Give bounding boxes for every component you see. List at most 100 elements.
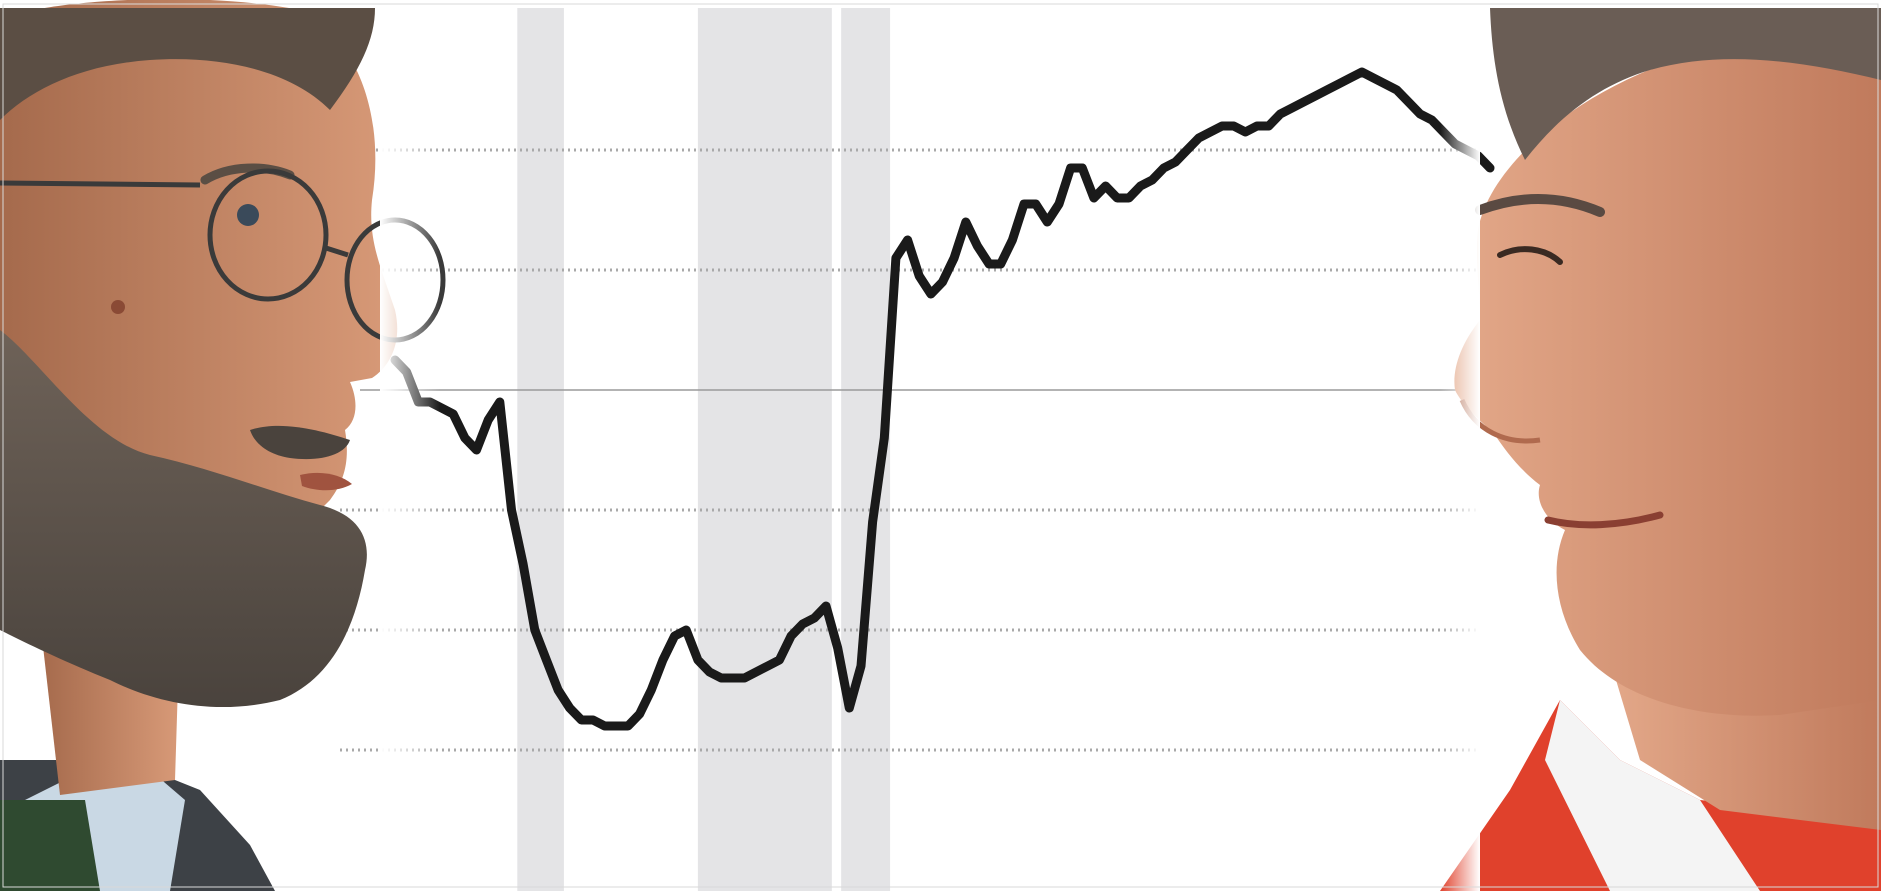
data-point: [1233, 125, 1235, 127]
data-point: [1116, 197, 1118, 199]
data-point: [813, 617, 815, 619]
data-point: [627, 725, 629, 727]
data-point: [1000, 263, 1002, 265]
left-eye: [237, 204, 259, 226]
data-point: [825, 605, 827, 607]
gridlines: [340, 148, 1480, 752]
data-point: [1140, 185, 1142, 187]
data-point: [709, 671, 711, 673]
data-point: [534, 629, 536, 631]
data-point: [674, 635, 676, 637]
data-point: [1373, 77, 1375, 79]
data-point: [778, 659, 780, 661]
data-point: [1093, 197, 1095, 199]
right-portrait-fade: [1440, 0, 1480, 891]
left-portrait: [0, 0, 446, 891]
data-point: [569, 707, 571, 709]
data-point: [942, 281, 943, 283]
data-point: [1326, 89, 1328, 91]
data-point: [1209, 131, 1211, 133]
data-point: [604, 725, 606, 727]
data-point: [662, 659, 664, 661]
right-head: [1454, 20, 1881, 716]
data-point: [1046, 221, 1048, 223]
data-point: [580, 719, 582, 721]
data-point: [1035, 203, 1037, 205]
data-point: [907, 239, 909, 241]
data-point: [1279, 113, 1281, 115]
data-point: [1163, 167, 1165, 169]
data-point: [464, 437, 466, 439]
data-point: [1081, 167, 1083, 169]
data-point: [1407, 101, 1409, 103]
data-point: [1291, 107, 1293, 109]
data-point: [1058, 203, 1060, 205]
shaded-period-2: [697, 8, 832, 891]
data-point: [650, 689, 652, 691]
data-point: [1419, 113, 1421, 115]
right-eyebrow: [1475, 194, 1605, 217]
data-point: [452, 413, 454, 415]
data-point: [930, 293, 932, 295]
data-point: [487, 419, 489, 421]
data-point: [1256, 125, 1258, 127]
data-point: [1361, 71, 1363, 73]
data-point: [1303, 101, 1305, 103]
data-point: [976, 245, 978, 247]
left-hair: [0, 8, 375, 120]
data-point: [988, 263, 990, 265]
left-portrait-fade: [380, 0, 440, 891]
data-point: [697, 659, 699, 661]
data-point: [1151, 179, 1153, 181]
data-point: [441, 407, 443, 409]
data-point: [953, 257, 955, 259]
data-point: [1349, 77, 1351, 79]
data-point: [1186, 149, 1188, 151]
data-point: [1011, 239, 1013, 241]
data-point: [883, 437, 885, 439]
bearded-man-glasses-profile-icon: [0, 0, 446, 891]
data-point: [545, 659, 547, 661]
left-mole: [111, 300, 125, 314]
data-point: [1431, 119, 1433, 121]
right-eye: [1497, 246, 1563, 265]
data-point: [685, 629, 687, 631]
data-point: [755, 671, 757, 673]
data-point: [1396, 89, 1398, 91]
data-point: [592, 719, 594, 721]
data-point: [965, 221, 967, 223]
data-point: [790, 635, 792, 637]
data-point: [1174, 161, 1176, 163]
data-point: [837, 647, 839, 649]
left-mouth: [300, 472, 352, 491]
smiling-man-profile-icon: [1440, 8, 1881, 891]
left-mustache: [250, 425, 350, 460]
data-point: [476, 449, 478, 451]
data-point: [848, 707, 850, 709]
data-point: [1268, 125, 1270, 127]
left-beard: [0, 330, 367, 708]
data-point: [1314, 95, 1316, 97]
shaded-periods: [517, 8, 891, 891]
data-point: [743, 677, 745, 679]
data-point: [1023, 203, 1025, 205]
data-point: [1384, 83, 1386, 85]
data-point: [510, 509, 512, 511]
left-shirt-collar: [25, 765, 185, 891]
frame: [2, 3, 1879, 888]
data-point: [802, 623, 804, 625]
data-point: [1489, 167, 1491, 169]
right-portrait: [1440, 0, 1881, 891]
data-point: [895, 257, 897, 259]
shaded-period-1: [517, 8, 564, 891]
data-point: [522, 563, 524, 565]
data-point: [1198, 137, 1200, 139]
data-point: [639, 713, 641, 715]
data-point: [767, 665, 769, 667]
data-point: [1128, 197, 1130, 199]
data-point: [1244, 131, 1246, 133]
data-point: [499, 401, 501, 403]
right-hair: [1490, 8, 1881, 160]
data-point: [615, 725, 617, 727]
